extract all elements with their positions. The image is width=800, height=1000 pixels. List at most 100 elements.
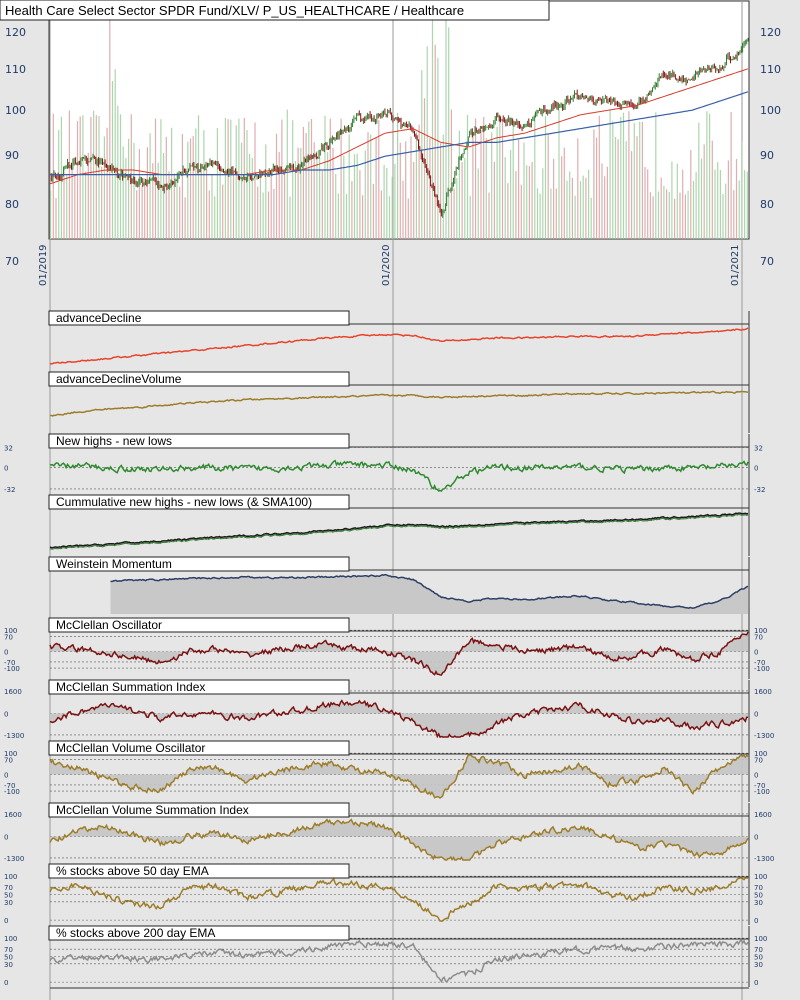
volume-bar [152,163,154,239]
panel-tick-label-right: 100 [754,935,767,943]
volume-bar [141,185,143,239]
volume-bar [273,189,275,239]
volume-bar [504,157,506,239]
volume-bar [337,193,339,239]
volume-bar [278,152,280,239]
volume-bar [614,137,617,239]
panel-tick-label-left: 0 [4,834,8,842]
volume-bar [235,125,237,239]
volume-bar [144,178,146,239]
panel-tick-label-right: 70 [754,884,763,892]
volume-bar [246,130,248,239]
volume-bar [499,114,501,239]
panel-series-line [49,327,749,365]
volume-bar [727,160,729,239]
panel-sma-line [49,514,749,550]
volume-bar [308,121,310,239]
panel-tick-label-right: 0 [754,649,758,657]
panel-tick-label-right: 100 [754,873,767,881]
volume-bar [281,119,283,239]
volume-bar [682,169,684,239]
y-tick-label-left: 100 [5,104,26,117]
volume-bar [730,112,732,239]
volume-bar [561,156,563,239]
volume-bar [95,115,97,239]
panel-tick-label-left: 70 [4,756,13,764]
volume-bar [491,132,493,239]
volume-bar [746,171,748,239]
volume-bar [98,115,100,239]
volume-bar [343,155,345,239]
panel-title: Cummulative new highs - new lows (& SMA1… [56,495,312,509]
y-tick-label-left: 70 [5,255,19,268]
panel-title: McClellan Oscillator [56,618,162,632]
volume-bar [332,148,334,239]
panel-tick-label-right: 30 [754,899,763,907]
volume-bar [270,172,272,239]
volume-bar [179,186,181,239]
volume-bar [542,168,544,239]
volume-bar [50,190,52,239]
panel-tick-label-left: 32 [4,444,13,452]
volume-bar [146,147,148,239]
volume-bar [391,176,393,239]
volume-bar [429,138,431,239]
panel-tick-label-right: -100 [754,665,770,673]
volume-bar [558,110,560,239]
volume-bar [262,192,264,239]
volume-bar [60,116,62,239]
volume-bar [488,192,490,239]
volume-bar [445,14,447,239]
panel-tick-label-right: 0 [754,772,758,780]
volume-bar [168,171,170,239]
volume-bar [383,165,385,239]
panel-tick-label-right: 0 [754,465,758,473]
panel-tick-label-left: 0 [4,649,8,657]
volume-bar [431,14,434,239]
volume-bar [735,159,738,239]
panel-title-box [48,925,350,941]
volume-bar [305,133,307,239]
volume-bar [165,136,167,239]
panel-series-line [49,699,748,739]
volume-bar [426,46,428,240]
volume-bar [224,118,226,239]
volume-bar [450,109,452,240]
volume-bar [111,81,114,239]
volume-bar [55,198,57,239]
volume-bar [181,134,183,239]
volume-bar [501,120,504,239]
panel-tick-label-right: 0 [754,711,758,719]
volume-bar [289,196,291,239]
volume-bar [206,169,208,239]
volume-bar [324,115,326,239]
volume-bar [238,118,240,239]
volume-bar [555,188,557,239]
volume-bar [649,192,651,239]
volume-bar [187,141,189,239]
volume-bar [284,173,286,239]
panel-weinstein: Weinstein Momentum [48,556,750,618]
volume-bar [378,120,380,239]
y-tick-label-left: 80 [5,198,19,211]
volume-bar [388,196,391,239]
volume-bar [588,169,590,239]
volume-bar [397,112,399,239]
volume-bar [628,111,630,239]
volume-bar [569,171,571,239]
panel-title: advanceDeclineVolume [56,372,182,386]
volume-bar [652,196,654,239]
volume-bar [466,114,469,239]
panel-tick-label-right: 1600 [754,688,772,696]
volume-bar [647,169,649,239]
volume-bar [241,142,243,239]
x-tick-label: 01/2019 [38,244,49,286]
panel-advanceDeclineVolume: advanceDeclineVolume [48,371,750,433]
panel-tick-label-right: 100 [754,750,767,758]
volume-bar [515,171,517,239]
panel-tick-label-left: -70 [4,782,15,790]
main-title: Health Care Select Sector SPDR Fund/XLV/… [5,3,464,18]
volume-bar [335,174,337,239]
